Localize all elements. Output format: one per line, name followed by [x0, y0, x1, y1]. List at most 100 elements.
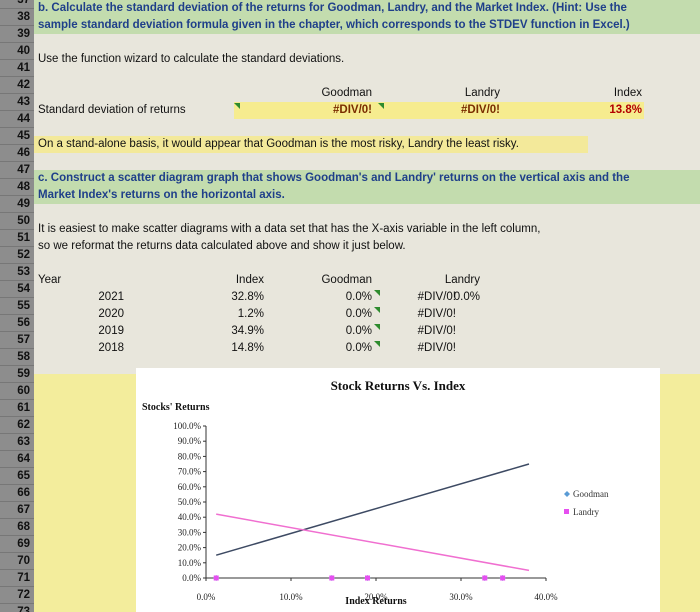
row-number[interactable]: 60	[0, 383, 34, 400]
goodman-cell[interactable]: 0.0%	[345, 342, 372, 354]
easiest-text-1[interactable]: It is easiest to make scatter diagrams w…	[38, 223, 541, 235]
row-number[interactable]: 65	[0, 468, 34, 485]
row-number[interactable]: 56	[0, 315, 34, 332]
row-number[interactable]: 47	[0, 162, 34, 179]
stdev-values-highlight	[234, 102, 644, 119]
blank-row[interactable]	[34, 119, 700, 136]
landry-header[interactable]: Landry	[464, 87, 500, 99]
landry-cell[interactable]: #DIV/0!	[417, 325, 456, 337]
index-cell[interactable]: 34.9%	[231, 325, 264, 337]
easiest-text-2[interactable]: so we reformat the returns data calculat…	[38, 240, 406, 252]
row-number[interactable]: 44	[0, 111, 34, 128]
row-number[interactable]: 45	[0, 128, 34, 145]
landry-cell[interactable]: #DIV/0!	[417, 291, 456, 303]
landry-header-value[interactable]: 0.0%	[453, 291, 480, 303]
goodman-stdev-value[interactable]: #DIV/0!	[333, 104, 372, 116]
row-number[interactable]: 38	[0, 9, 34, 26]
index-cell[interactable]: 14.8%	[231, 342, 264, 354]
data-point-landry	[213, 575, 219, 581]
row-number[interactable]: 54	[0, 281, 34, 298]
landry-cell[interactable]: #DIV/0!	[417, 342, 456, 354]
row-number[interactable]: 53	[0, 264, 34, 281]
legend-label-goodman: Goodman	[573, 489, 609, 499]
row-number[interactable]: 62	[0, 417, 34, 434]
row-number[interactable]: 68	[0, 519, 34, 536]
x-tick-label: 10.0%	[279, 592, 303, 602]
row-number[interactable]: 58	[0, 349, 34, 366]
row-number[interactable]: 67	[0, 502, 34, 519]
conclusion-text[interactable]: On a stand-alone basis, it would appear …	[34, 136, 588, 153]
table-header-row: Year Index Goodman Landry	[34, 272, 700, 289]
scatter-chart[interactable]: Stock Returns Vs. Index Stocks' Returns 10…	[136, 368, 660, 612]
row-number[interactable]: 48	[0, 179, 34, 196]
part-b-instruction: b. Calculate the standard deviation of t…	[34, 0, 700, 34]
x-tick-label: 30.0%	[449, 592, 473, 602]
y-tick-label: 60.0%	[178, 482, 202, 492]
row-number[interactable]: 69	[0, 536, 34, 553]
blank-row[interactable]	[34, 34, 700, 51]
part-b-line-2[interactable]: sample standard deviation formula given …	[38, 19, 630, 31]
part-b-line-1[interactable]: b. Calculate the standard deviation of t…	[38, 2, 627, 14]
goodman-cell[interactable]: 0.0%	[345, 308, 372, 320]
error-indicator	[374, 341, 380, 347]
row-headers: 37 38 39 40 41 42 43 44 45 46 47 48 49 50 51 52 53 54 55 56…	[0, 0, 34, 612]
stdev-label[interactable]: Standard deviation of returns	[38, 104, 186, 116]
row-number[interactable]: 70	[0, 553, 34, 570]
landry-cell[interactable]: #DIV/0!	[417, 308, 456, 320]
year-cell[interactable]: 2019	[98, 325, 124, 337]
row-number[interactable]: 51	[0, 230, 34, 247]
goodman-cell[interactable]: 0.0%	[345, 325, 372, 337]
row-number[interactable]: 72	[0, 587, 34, 604]
goodman-cell[interactable]: 0.0%	[345, 291, 372, 303]
row-number[interactable]: 66	[0, 485, 34, 502]
year-header[interactable]: Year	[38, 274, 62, 286]
landry-stdev-value[interactable]: #DIV/0!	[461, 104, 500, 116]
row-number[interactable]: 57	[0, 332, 34, 349]
row-number[interactable]: 41	[0, 60, 34, 77]
blank-row[interactable]	[34, 68, 700, 85]
year-cell[interactable]: 2018	[98, 342, 124, 354]
row-number[interactable]: 59	[0, 366, 34, 383]
year-cell[interactable]: 2021	[98, 291, 124, 303]
row-number[interactable]: 43	[0, 94, 34, 111]
row-number[interactable]: 46	[0, 145, 34, 162]
row-number[interactable]: 64	[0, 451, 34, 468]
error-indicator	[378, 103, 384, 109]
row-number[interactable]: 71	[0, 570, 34, 587]
goodman-header[interactable]: Goodman	[321, 87, 372, 99]
error-indicator	[374, 324, 380, 330]
row-number[interactable]: 49	[0, 196, 34, 213]
row-number[interactable]: 40	[0, 43, 34, 60]
index-cell[interactable]: 32.8%	[231, 291, 264, 303]
row-number[interactable]: 63	[0, 434, 34, 451]
part-c-line-2[interactable]: Market Index's returns on the horizontal…	[38, 189, 285, 201]
row-number[interactable]: 42	[0, 77, 34, 94]
row-number[interactable]: 39	[0, 26, 34, 43]
y-tick-label: 30.0%	[178, 527, 202, 537]
landry-col-header[interactable]: Landry	[444, 274, 480, 286]
y-tick-label: 50.0%	[178, 497, 202, 507]
row-number[interactable]: 52	[0, 247, 34, 264]
row-number[interactable]: 61	[0, 400, 34, 417]
index-header[interactable]: Index	[613, 87, 642, 99]
row-number[interactable]: 55	[0, 298, 34, 315]
y-tick-label: 20.0%	[178, 543, 202, 553]
index-stdev-value[interactable]: 13.8%	[609, 104, 642, 116]
y-tick-label: 40.0%	[178, 512, 202, 522]
y-tick-label: 80.0%	[178, 451, 202, 461]
index-col-header[interactable]: Index	[235, 274, 264, 286]
goodman-col-header[interactable]: Goodman	[321, 274, 372, 286]
x-axis-label: Index Returns	[345, 596, 407, 607]
row-number[interactable]: 37	[0, 0, 34, 9]
row-number[interactable]: 50	[0, 213, 34, 230]
row-number[interactable]: 73	[0, 604, 34, 612]
blank-row[interactable]	[34, 255, 700, 272]
wizard-text[interactable]: Use the function wizard to calculate the…	[38, 53, 345, 65]
index-cell[interactable]: 1.2%	[237, 308, 264, 320]
blank-row[interactable]	[34, 153, 700, 170]
blank-row[interactable]	[34, 204, 700, 221]
year-cell[interactable]: 2020	[98, 308, 124, 320]
y-tick-label: 10.0%	[178, 558, 202, 568]
part-c-line-1[interactable]: c. Construct a scatter diagram graph tha…	[38, 172, 630, 184]
